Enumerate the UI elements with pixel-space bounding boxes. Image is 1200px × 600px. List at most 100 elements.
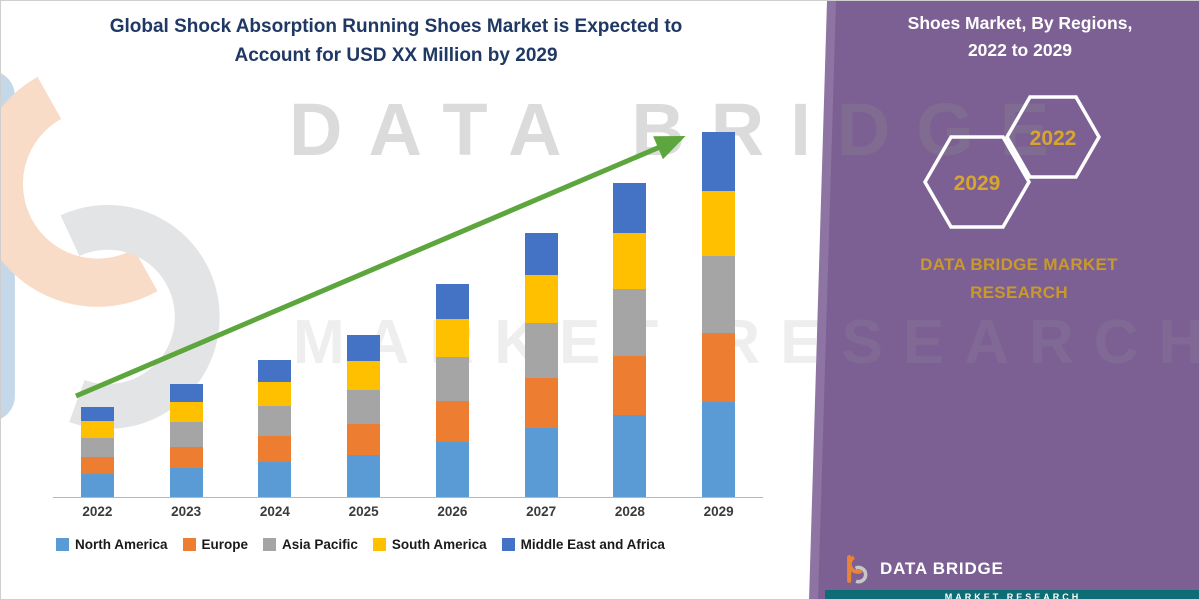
segment-asia-pacific [435, 356, 469, 402]
bar-stack-2023 [169, 384, 203, 497]
year-hexagons: 2029 2022 [922, 95, 1102, 229]
hexagon-year-right: 2022 [1030, 127, 1077, 150]
panel-brand-line1: DATA BRIDGE MARKET [920, 255, 1118, 274]
bar-column-2028 [586, 117, 675, 498]
hexagon-year-left: 2029 [954, 172, 1001, 195]
bar-column-2026 [408, 117, 497, 497]
segment-asia-pacific [702, 256, 736, 333]
x-label-2027: 2027 [526, 504, 557, 519]
bar-column-2025 [319, 117, 408, 497]
legend: North America Europe Asia Pacific South Ame… [56, 537, 665, 552]
bar-column-2027 [497, 117, 586, 497]
segment-north-america [169, 467, 203, 497]
plot-area [53, 117, 763, 498]
x-label-2029: 2029 [703, 504, 734, 519]
bar-column-2022 [53, 117, 142, 497]
segment-middle-east-and-africa [613, 182, 647, 233]
segment-asia-pacific [613, 289, 647, 356]
segment-south-america [347, 360, 381, 391]
segment-north-america [80, 473, 114, 497]
legend-swatch [182, 538, 196, 551]
segment-south-america [435, 318, 469, 357]
segment-south-america [524, 275, 558, 323]
x-label-2024: 2024 [259, 504, 290, 519]
segment-asia-pacific [80, 437, 114, 457]
panel-brand-text: DATA BRIDGE MARKET RESEARCH [809, 251, 1199, 307]
segment-middle-east-and-africa [80, 407, 114, 422]
segment-europe [702, 332, 736, 403]
data-bridge-logo-icon [847, 555, 868, 584]
bar-column-2023 [142, 117, 231, 497]
segment-middle-east-and-africa [524, 232, 558, 276]
footer-teal-bar: MARKET RESEARCH [825, 590, 1199, 600]
bar-stack-2022 [80, 407, 114, 497]
segment-middle-east-and-africa [169, 384, 203, 403]
segment-europe [435, 401, 469, 442]
legend-label: Middle East and Africa [520, 537, 665, 552]
legend-label: South America [391, 537, 487, 552]
segment-south-america [169, 402, 203, 423]
bar-column-2024 [231, 117, 320, 498]
legend-swatch [501, 538, 515, 551]
bar-stack-2024 [258, 359, 292, 498]
hexagon-2029 [922, 135, 1032, 229]
segment-middle-east-and-africa [347, 334, 381, 361]
side-panel-background [818, 1, 1199, 599]
segment-europe [169, 446, 203, 468]
legend-label: Asia Pacific [282, 537, 358, 552]
bar-stack-2027 [524, 232, 558, 497]
side-panel-heading-line2: 2022 to 2029 [967, 40, 1073, 61]
segment-europe [80, 456, 114, 474]
bar-stack-2028 [613, 182, 647, 498]
bar-stack-2025 [347, 334, 381, 497]
segment-north-america [613, 415, 647, 498]
legend-swatch [56, 538, 69, 551]
segment-europe [613, 355, 647, 416]
segment-north-america [702, 402, 736, 497]
side-panel-content: Shoes Market, By Regions, 2022 to 2029 2… [809, 1, 1199, 600]
legend-item-asia-pacific: Asia Pacific [263, 537, 358, 552]
segment-middle-east-and-africa [435, 284, 469, 319]
x-label-2025: 2025 [348, 504, 379, 519]
legend-item-south-america: South America [372, 537, 487, 552]
segment-asia-pacific [347, 390, 381, 425]
bar-column-2029 [674, 117, 763, 497]
footer-brand-name: DATA BRIDGE [880, 559, 1004, 578]
data-bridge-logo-watermark [1, 73, 220, 429]
x-label-2022: 2022 [82, 504, 113, 519]
legend-item-middle-east-and-africa: Middle East and Africa [501, 537, 665, 552]
footer-sub-text: MARKET RESEARCH [944, 592, 1082, 600]
segment-europe [258, 435, 292, 462]
segment-asia-pacific [169, 422, 203, 447]
segment-middle-east-and-africa [258, 359, 292, 383]
segment-south-america [702, 190, 736, 257]
legend-swatch [263, 538, 277, 551]
trend-arrow [75, 135, 686, 399]
side-panel-heading-line1: Shoes Market, By Regions, [907, 13, 1133, 33]
segment-north-america [347, 454, 381, 497]
x-label-2028: 2028 [614, 504, 645, 519]
footer-logo: DATA BRIDGE [845, 554, 1004, 584]
legend-swatch [372, 538, 386, 551]
segment-europe [524, 378, 558, 429]
x-axis-labels: 2022 2023 2024 2025 2026 2027 2028 2029 [53, 504, 763, 519]
legend-label: Europe [201, 537, 249, 552]
segment-south-america [613, 232, 647, 290]
x-label-2026: 2026 [437, 504, 468, 519]
segment-asia-pacific [524, 322, 558, 379]
hexagon-2022 [1004, 95, 1102, 179]
bar-stack-2026 [435, 284, 469, 497]
segment-south-america [258, 382, 292, 407]
segment-asia-pacific [258, 406, 292, 436]
segment-north-america [524, 428, 558, 497]
panel-brand-line2: RESEARCH [970, 283, 1068, 303]
chart-title-line1: Global Shock Absorption Running Shoes Ma… [109, 16, 683, 37]
x-label-2023: 2023 [171, 504, 202, 519]
segment-north-america [258, 461, 292, 498]
chart-title: Global Shock Absorption Running Shoes Ma… [31, 13, 761, 70]
side-panel-heading: Shoes Market, By Regions, 2022 to 2029 [809, 1, 1199, 64]
bars [53, 117, 763, 498]
segment-south-america [80, 421, 114, 438]
legend-item-europe: Europe [182, 537, 249, 552]
